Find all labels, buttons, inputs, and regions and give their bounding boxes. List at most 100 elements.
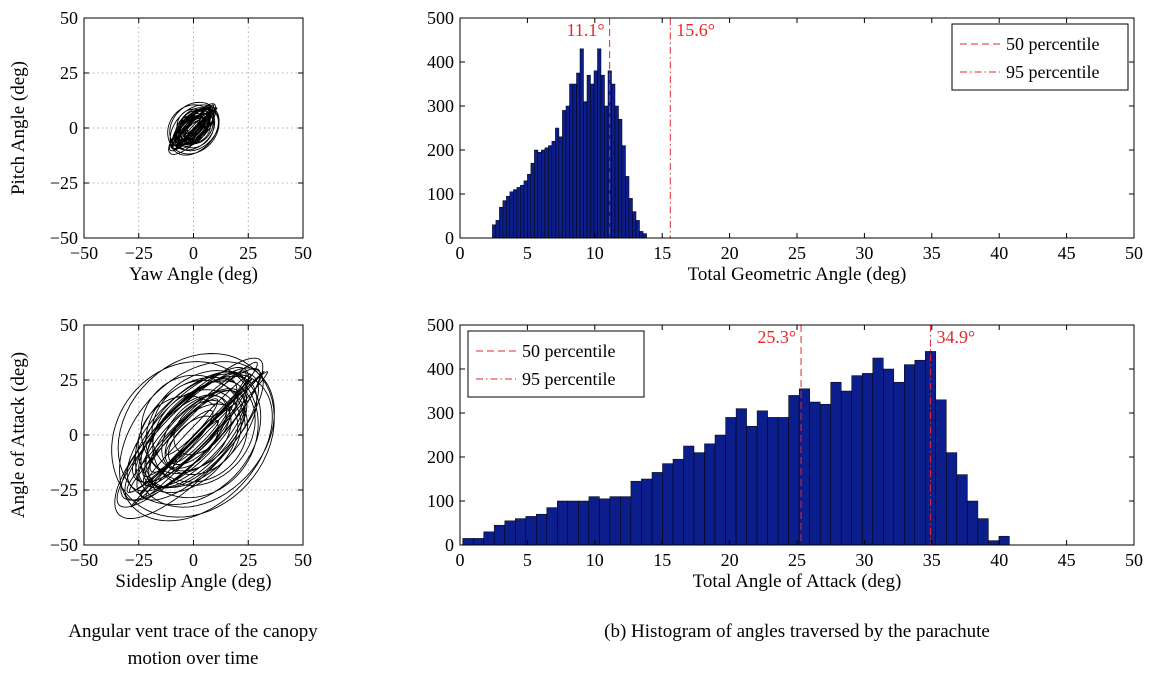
hist-bottom-bar-47 [956,474,968,546]
hist-top-xtick-label-10: 50 [1125,243,1143,263]
hist-bottom-bar-8 [546,507,558,546]
hist-top-ytick-label-4: 400 [427,52,454,72]
trace-bottom-ytick-label-2: 0 [69,425,78,445]
hist-bottom-xtick-label-4: 20 [721,550,739,570]
hist-top-xtick-label-0: 0 [456,243,465,263]
hist-bottom-ytick-label-5: 500 [427,315,454,335]
hist-top-bar-18 [555,127,560,239]
hist-bottom-percentile-label-1: 34.9° [936,327,975,347]
hist-top-bar-36 [618,118,623,239]
hist-top-bar-3 [502,200,507,239]
hist-top-bar-1 [495,220,500,239]
hist-bottom-xtick-label-2: 10 [586,550,604,570]
caption-a-line1: Angular vent trace of the canopy [68,621,318,642]
hist-top-bar-20 [562,110,567,239]
hist-top-bar-23 [572,83,577,239]
trace-top-ylabel: Pitch Angle (deg) [8,61,29,195]
hist-top-bar-14 [541,149,546,239]
hist-bottom-bar-11 [578,500,590,546]
hist-bottom-bar-23 [704,443,716,546]
hist-top-legend-box [951,23,1129,91]
hist-bottom-ytick-label-1: 100 [427,491,454,511]
hist-top-bar-31 [600,74,605,239]
trace-top-ytick-label-0: −50 [50,228,78,248]
hist-bottom-bar-5 [515,518,527,546]
hist-top-bar-40 [632,211,637,239]
hist-bottom-bar-33 [809,401,821,546]
hist-bottom-bar-0 [462,538,474,546]
hist-top-bar-2 [499,206,504,239]
hist-bottom-bar-50 [988,540,1000,546]
hist-top-bar-7 [516,187,521,239]
hist-top-bar-32 [604,105,609,239]
hist-bottom-bar-32 [798,388,810,546]
hist-bottom-ytick-label-3: 300 [427,403,454,423]
hist-top-xlabel: Total Geometric Angle (deg) [688,264,907,285]
hist-top-bar-35 [614,105,619,239]
hist-bottom-bar-41 [893,381,905,546]
hist-top-xtick-label-7: 35 [923,243,941,263]
hist-top-bar-34 [611,83,616,239]
hist-top-bar-28 [590,83,595,239]
hist-bottom-bar-49 [977,518,989,546]
trace-top-xtick-label-4: 50 [294,243,312,263]
hist-top-bar-42 [639,231,644,239]
hist-bottom-bar-31 [788,395,800,546]
hist-bottom-percentile-label-0: 25.3° [757,327,796,347]
hist-bottom-xlabel: Total Angle of Attack (deg) [693,571,902,592]
hist-top-axes: 11.1° 15.6°0 5 10 15 20 25 30 35 40 45 500100200300… [427,8,1143,285]
trace-bottom-ytick-label-1: −25 [50,480,78,500]
hist-bottom-bar-7 [536,513,548,546]
hist-bottom-xtick-label-8: 40 [990,550,1008,570]
hist-bottom-bar-3 [493,524,505,546]
hist-bottom-bar-13 [599,498,611,546]
hist-top-bar-27 [586,74,591,239]
hist-top-bar-26 [583,101,588,239]
hist-top-ytick-label-3: 300 [427,96,454,116]
hist-bottom-ytick-label-2: 200 [427,447,454,467]
hist-bottom-bar-12 [588,496,600,546]
hist-top-bar-38 [625,176,630,239]
hist-top-bar-10 [527,173,532,239]
hist-bottom-bar-10 [567,500,579,546]
hist-top-bar-21 [565,105,570,239]
hist-top-percentile-label-1: 15.6° [676,20,715,40]
hist-top-legend-entry-0: 50 percentile [1006,34,1099,54]
hist-bottom-bar-9 [557,500,569,546]
hist-bottom-bar-28 [756,410,768,546]
hist-top-xtick-label-8: 40 [990,243,1008,263]
hist-bottom-legend: 50 percentile 95 percentile [467,330,645,398]
hist-bottom-bar-22 [693,452,705,546]
hist-bottom-xtick-label-7: 35 [923,550,941,570]
hist-bottom-bar-19 [662,463,674,546]
caption-b: (b) Histogram of angles traversed by the… [604,621,990,642]
hist-bottom-bar-1 [472,538,484,546]
hist-top-bar-41 [635,220,640,239]
hist-bottom-xtick-label-6: 30 [855,550,873,570]
trace-top-ytick-label-2: 0 [69,118,78,138]
hist-top-xtick-label-1: 5 [523,243,532,263]
trace-bottom-axes: −50 −25 0 25 50 −50 −25 0 25 50 Sideslip Angle (de… [8,315,312,592]
trace-bottom-xtick-label-3: 25 [239,550,257,570]
trace-top-xtick-label-1: −25 [125,243,153,263]
caption-a-line2: motion over time [128,648,259,669]
hist-top-ytick-label-0: 0 [445,228,454,248]
trace-top-ytick-label-4: 50 [60,8,78,28]
hist-top-bar-8 [520,184,525,239]
hist-bottom-xtick-label-5: 25 [788,550,806,570]
hist-bottom-bar-37 [851,375,863,546]
hist-top-bar-5 [509,191,514,239]
hist-bottom-ytick-label-0: 0 [445,535,454,555]
trace-bottom-xtick-label-1: −25 [125,550,153,570]
hist-top-xtick-label-9: 45 [1058,243,1076,263]
hist-bottom-xtick-label-3: 15 [653,550,671,570]
hist-bottom-ytick-label-4: 400 [427,359,454,379]
hist-bottom-bar-24 [714,434,726,546]
hist-top-bar-13 [537,151,542,239]
hist-top-legend-entry-1: 95 percentile [1006,62,1099,82]
hist-bottom-bar-39 [872,357,884,546]
hist-bottom-legend-entry-1: 95 percentile [522,369,615,389]
hist-bottom-xtick-label-10: 50 [1125,550,1143,570]
hist-bottom-xtick-label-9: 45 [1058,550,1076,570]
hist-bottom-bar-27 [746,425,758,546]
